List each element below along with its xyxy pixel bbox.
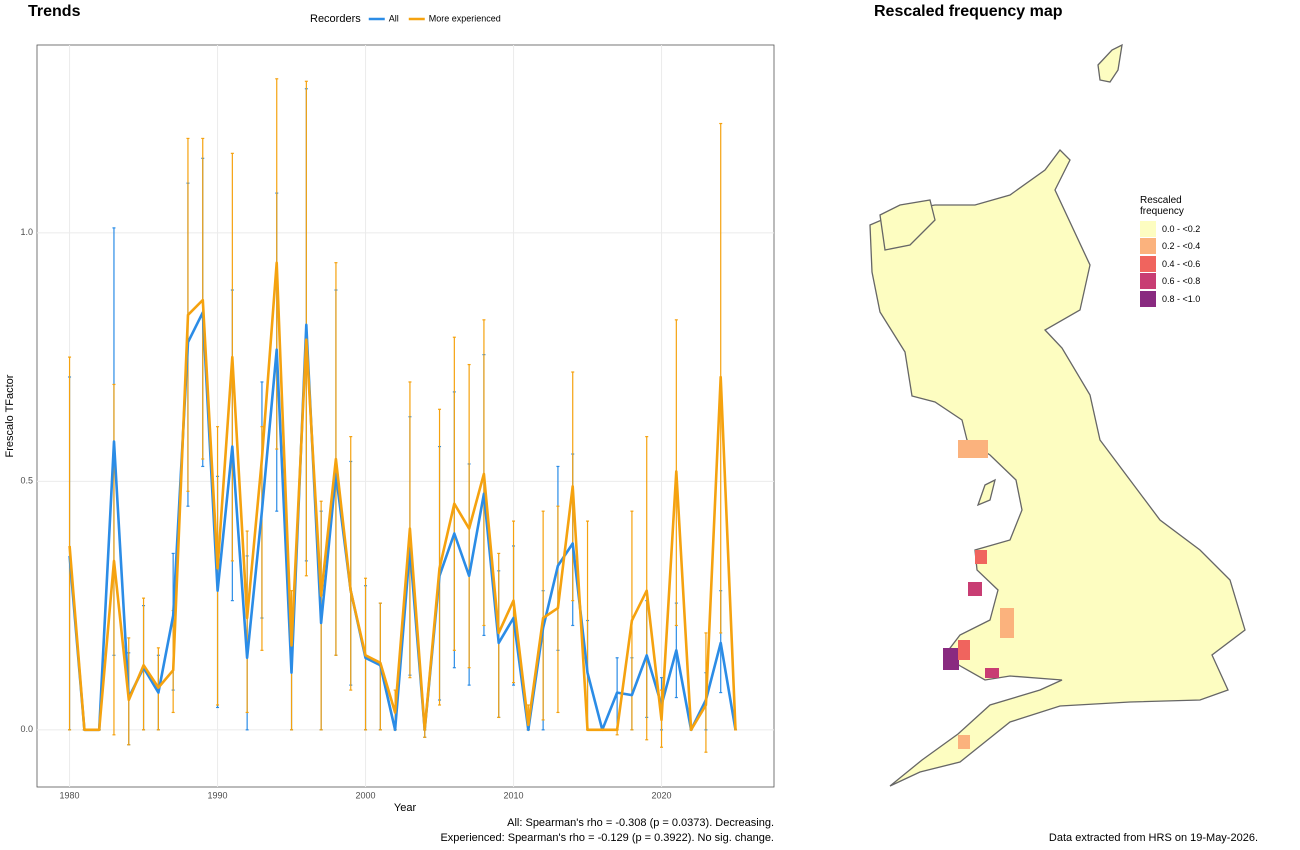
series-line [68,261,737,732]
map-legend: Rescaled frequency 0.0 - <0.2 0.2 - <0.4 0… [1140,195,1200,308]
patch [958,640,970,660]
legend-label: 0.8 - <1.0 [1162,293,1201,304]
legend-title: Rescaled frequency [1140,195,1184,217]
legend-item: 0.2 - <0.4 [1140,238,1200,256]
x-tick-label: 1990 [208,790,228,800]
legend-label: More experienced [429,13,501,23]
legend-item: 0.0 - <0.2 [1140,220,1200,238]
map-title: Rescaled frequency map [874,3,1063,20]
error-bar [245,530,249,714]
patch [958,735,970,749]
legend-item: 0.6 - <0.8 [1140,273,1200,291]
legend-label: 0.6 - <0.8 [1162,276,1201,287]
legend-label: 0.4 - <0.6 [1162,258,1201,269]
error-bar [467,363,471,669]
error-bar [68,356,72,731]
annotation: Experienced: Spearman's rho = -0.129 (p … [440,832,774,844]
plot-panel [36,44,775,788]
y-tick-label: 0.0 [20,724,33,734]
map-patches [943,440,1014,749]
x-tick-label: 1980 [60,790,80,800]
caption: Data extracted from HRS on 19-May-2026. [1049,832,1258,844]
error-bar [541,510,545,721]
legend-swatch [1140,290,1156,307]
patch [975,550,987,564]
y-tick-label: 1.0 [20,227,33,237]
map [869,43,1246,787]
legend-item: 0.8 - <1.0 [1140,290,1200,308]
legend-title: Recorders [310,13,361,25]
island [976,478,996,507]
x-tick-label: 2000 [356,790,376,800]
y-tick-label: 0.5 [20,476,33,486]
patch [985,668,999,678]
x-tick-label: 2020 [652,790,672,800]
error-bar [349,436,353,691]
legend-label: All [389,13,399,23]
legend-swatch [1140,255,1156,272]
patch [968,582,982,596]
land [869,149,1246,787]
legend-swatch [1140,238,1156,255]
island [1097,43,1123,83]
chart-title: Trends [28,3,81,20]
legend-label: 0.0 - <0.2 [1162,223,1201,234]
x-axis-label: Year [394,802,417,814]
error-bar [452,336,456,651]
annotation: All: Spearman's rho = -0.308 (p = 0.0373… [507,817,774,829]
error-bar [438,408,442,706]
legend-swatch [1140,220,1156,237]
patch [943,648,959,670]
patch [958,440,988,458]
legend-swatch [1140,273,1156,290]
patch [1000,608,1014,638]
x-tick-label: 2010 [504,790,524,800]
legend-item: 0.4 - <0.6 [1140,255,1200,273]
legend-label: 0.2 - <0.4 [1162,241,1201,252]
error-bar [645,436,649,741]
island [879,199,936,251]
y-axis-label: Frescalo TFactor [4,374,16,457]
